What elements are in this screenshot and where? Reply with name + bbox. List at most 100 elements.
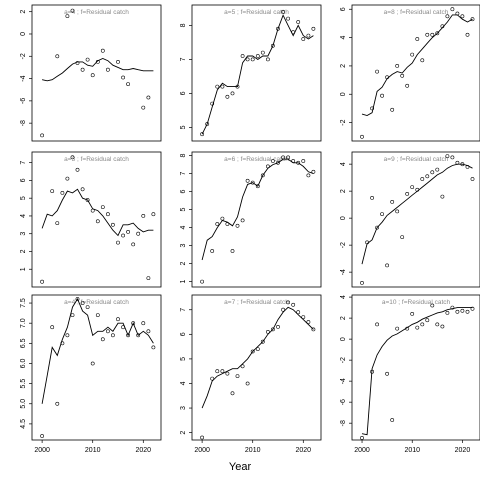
data-point (245, 381, 250, 386)
y-tick-label: 2 (340, 316, 347, 320)
y-tick-label: 3 (20, 232, 27, 236)
data-point (306, 33, 311, 38)
y-tick-label: 0 (340, 337, 347, 341)
data-point (70, 313, 75, 318)
data-point (311, 327, 316, 332)
data-point (395, 209, 400, 214)
data-point (306, 320, 311, 324)
y-tick-label: 6 (340, 7, 347, 11)
y-tick-label: 2 (20, 249, 27, 253)
data-point (151, 212, 156, 217)
fit-line (201, 14, 314, 135)
y-tick-label: -4 (20, 75, 27, 81)
data-point (230, 391, 235, 396)
data-point (80, 67, 85, 72)
data-point (225, 371, 230, 376)
data-point (75, 167, 80, 172)
x-tick-label: 2010 (245, 447, 261, 454)
data-point (425, 318, 430, 323)
data-point (136, 231, 141, 236)
data-point (395, 64, 400, 68)
data-point (425, 174, 430, 179)
data-point (235, 223, 240, 228)
data-point (465, 309, 470, 314)
data-point (270, 43, 275, 48)
y-tick-label: 5 (180, 357, 187, 361)
data-point (210, 249, 215, 253)
x-tick-label: 2000 (194, 447, 210, 454)
data-point (385, 263, 390, 268)
y-tick-label: 4 (340, 162, 347, 166)
panels-grid: a=4 ; f=Residual catch -8 -6 -4 -2 0 2 a=5 ; f=… (20, 4, 480, 454)
data-point (445, 14, 450, 19)
data-point (420, 177, 425, 181)
data-point (240, 54, 245, 58)
panel-9: a=10 ; f=Residual catch -8 -6 -4 -2 0 2 4 2000 20… (340, 294, 480, 454)
fit-line (42, 58, 154, 82)
data-point (281, 307, 286, 312)
panel-title: a=4 ; f=Residual catch (64, 299, 129, 306)
data-point (95, 313, 100, 318)
data-point (410, 52, 415, 57)
y-tick-label: 5.0 (20, 399, 27, 409)
data-point (85, 198, 90, 202)
data-point (126, 333, 131, 338)
y-tick-label: -2 (340, 119, 347, 125)
data-point (265, 57, 270, 62)
fit-line (361, 14, 473, 116)
data-point (301, 315, 306, 320)
data-point (405, 83, 410, 88)
data-point (296, 160, 301, 165)
data-point (360, 280, 364, 285)
y-tick-label: 2 (20, 10, 27, 14)
data-point (415, 37, 420, 41)
data-point (435, 31, 440, 36)
data-point (311, 26, 316, 31)
y-tick-label: 4 (20, 214, 27, 218)
panel-5: a=6 ; f=Residual catch 1 2 3 4 5 6 7 8 (180, 151, 322, 288)
y-tick-label: 6 (180, 91, 187, 95)
data-point (131, 321, 136, 326)
panel-frame (191, 151, 322, 288)
data-point (415, 325, 420, 330)
data-point (100, 205, 105, 210)
data-point (265, 329, 270, 334)
y-tick-label: -2 (340, 357, 347, 363)
data-point (141, 213, 146, 218)
data-point (470, 17, 475, 22)
y-tick-label: 0 (340, 92, 347, 96)
y-tick-label: 1 (20, 267, 27, 271)
panel-title: a=5 ; f=Residual catch (224, 9, 289, 16)
data-point (50, 189, 55, 194)
data-point (420, 58, 425, 63)
data-point (235, 374, 240, 379)
data-point (116, 60, 120, 64)
panel-6: a=9 ; f=Residual catch -4 -2 0 2 4 (340, 151, 480, 288)
data-point (225, 222, 230, 226)
data-point (375, 225, 380, 230)
data-point (230, 91, 235, 96)
data-point (390, 107, 395, 112)
y-tick-label: 3 (180, 244, 187, 248)
y-tick-label: 7 (180, 57, 187, 61)
y-tick-label: 4 (340, 295, 347, 299)
data-point (95, 219, 100, 224)
data-point (286, 155, 291, 160)
data-point (106, 67, 110, 72)
x-tick-label: 2010 (404, 447, 420, 454)
data-point (80, 187, 85, 192)
y-tick-label: 4 (180, 381, 187, 385)
data-point (200, 132, 205, 137)
data-point (255, 54, 260, 58)
panel-2: a=5 ; f=Residual catch 5 6 7 8 (180, 4, 322, 142)
data-point (40, 279, 45, 284)
data-point (95, 60, 100, 64)
data-point (445, 310, 450, 315)
panel-frame (351, 294, 480, 441)
data-point (435, 322, 440, 327)
panel-frame (31, 4, 162, 142)
data-point (126, 229, 131, 234)
data-point (40, 434, 45, 438)
fit-line (41, 298, 154, 404)
data-point (375, 69, 380, 74)
